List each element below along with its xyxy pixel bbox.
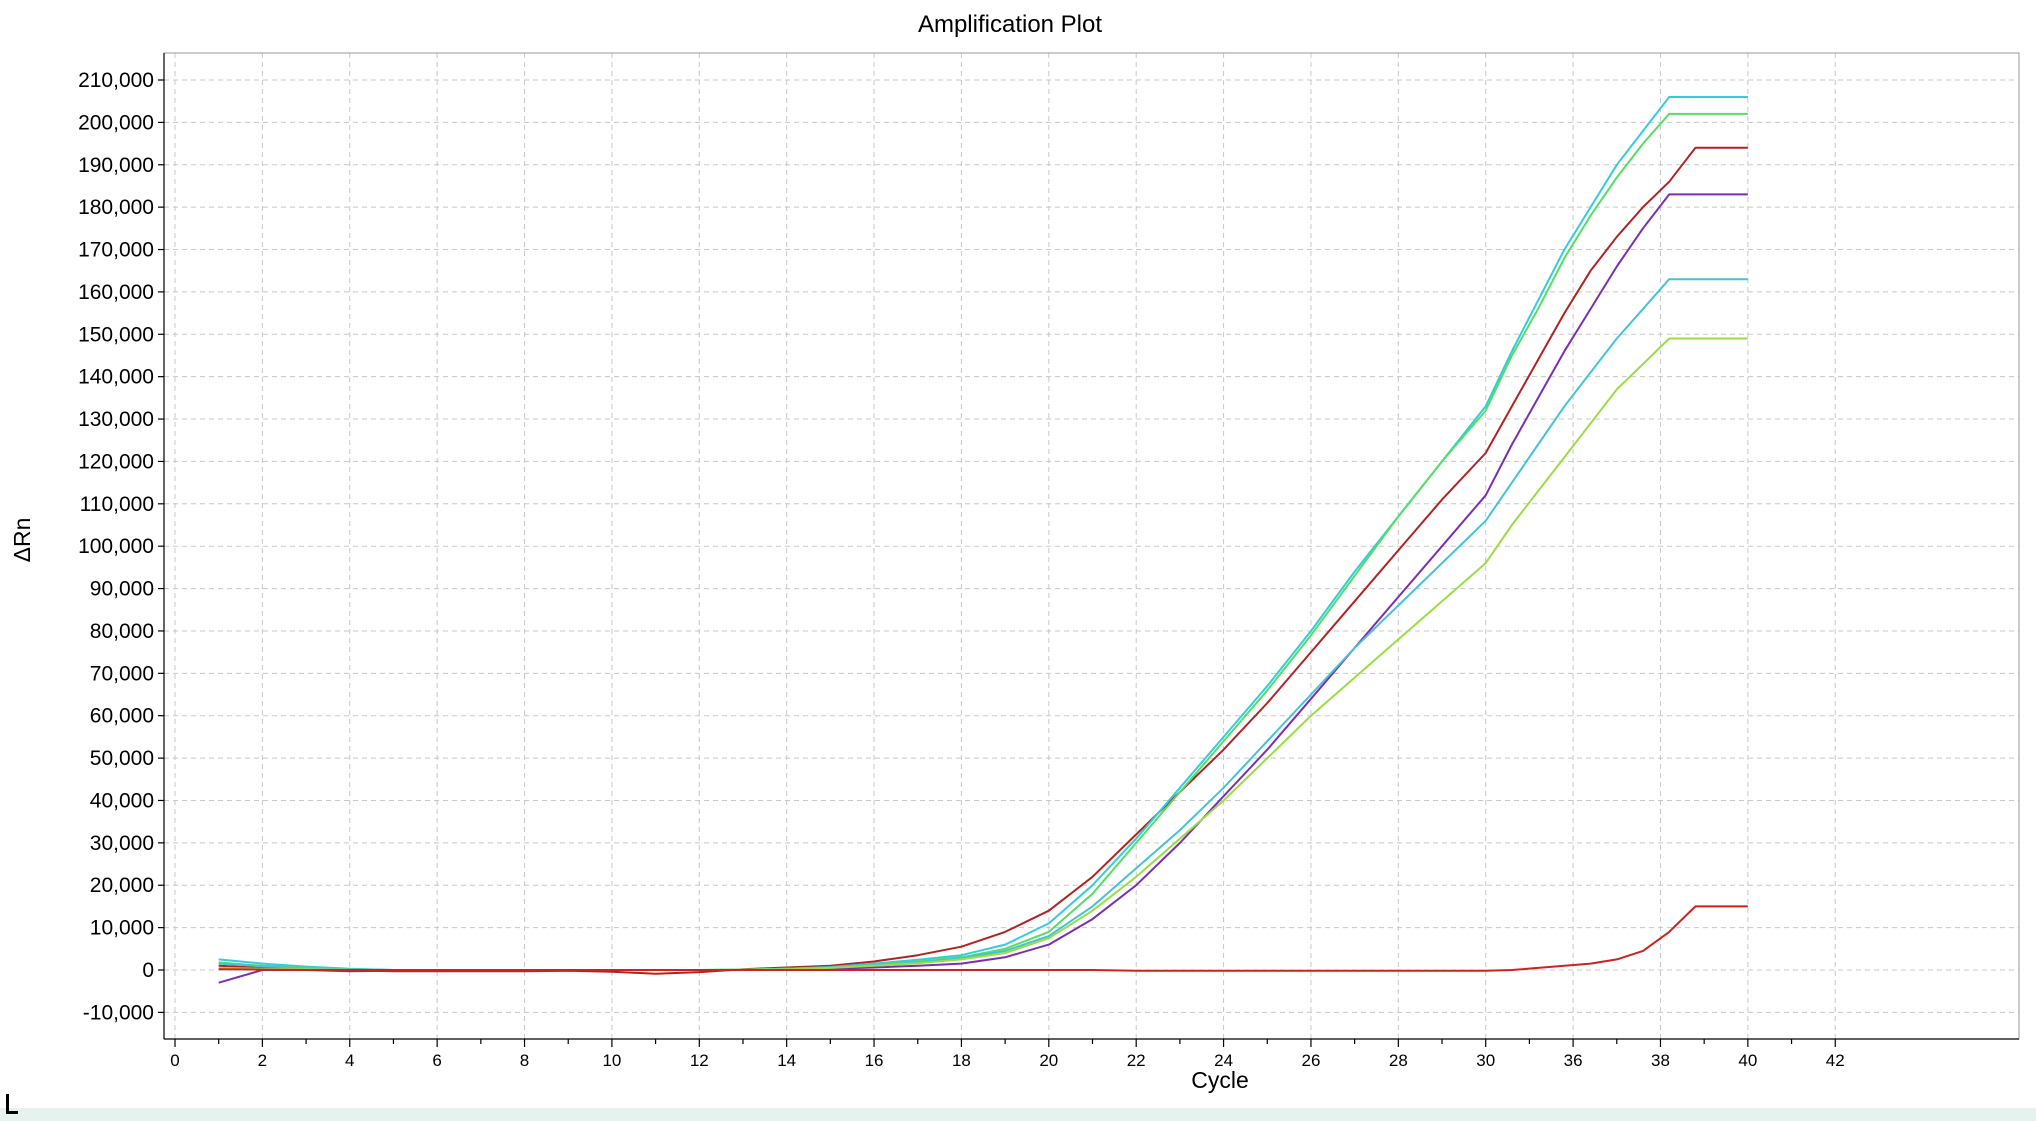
cursor-icon-foot — [6, 1111, 18, 1114]
y-tick-label: 180,000 — [78, 196, 154, 219]
x-tick-label: 14 — [777, 1051, 796, 1070]
x-tick-label: 22 — [1127, 1051, 1146, 1070]
x-tick-label: 42 — [1826, 1051, 1845, 1070]
x-axis-title: Cycle — [1191, 1067, 1249, 1093]
y-tick-label: -10,000 — [83, 1001, 154, 1024]
y-tick-label: 60,000 — [90, 705, 154, 728]
y-axis-title: ΔRn — [9, 518, 35, 563]
series-line-2 — [218, 96, 1748, 971]
x-tick-label: 38 — [1651, 1051, 1670, 1070]
x-tick-label: 10 — [602, 1051, 621, 1070]
y-tick-label: 120,000 — [78, 450, 154, 473]
x-tick-label: 16 — [865, 1051, 884, 1070]
y-tick-label: 150,000 — [78, 323, 154, 346]
y-tick-label: 200,000 — [78, 111, 154, 134]
x-tick-label: 40 — [1738, 1051, 1757, 1070]
series-line-5 — [218, 278, 1748, 971]
grid-lines — [164, 53, 2019, 1039]
y-tick-label: 50,000 — [90, 747, 154, 770]
y-tick-label: 160,000 — [78, 281, 154, 304]
y-tick-label: 70,000 — [90, 662, 154, 685]
series-lines — [218, 96, 1748, 984]
x-tick-label: 0 — [170, 1051, 179, 1070]
chart-title: Amplification Plot — [918, 11, 1102, 38]
series-line-7 — [218, 905, 1748, 972]
x-tick-label: 30 — [1476, 1051, 1495, 1070]
y-tick-label: 100,000 — [78, 535, 154, 558]
x-tick-label: 24 — [1214, 1051, 1233, 1070]
y-tick-label: 0 — [142, 959, 154, 982]
y-tick-label: 140,000 — [78, 366, 154, 389]
x-tick-label: 8 — [520, 1051, 529, 1070]
y-axis-ticks: -10,000 0 10,000 20,000 30,000 40,000 50,000 60… — [78, 69, 164, 1024]
x-tick-label: 20 — [1039, 1051, 1058, 1070]
x-tick-label: 6 — [432, 1051, 441, 1070]
x-tick-label: 26 — [1301, 1051, 1320, 1070]
x-axis-ticks: 0 2 4 6 8 10 12 14 16 18 20 22 24 26 28 30 36 38 40 42 — [170, 1039, 1845, 1070]
y-tick-label: 210,000 — [78, 69, 154, 92]
x-tick-label: 18 — [952, 1051, 971, 1070]
x-tick-label: 2 — [258, 1051, 267, 1070]
series-line-1 — [218, 146, 1748, 975]
x-tick-label: 28 — [1389, 1051, 1408, 1070]
y-tick-label: 10,000 — [90, 917, 154, 940]
cursor-icon — [6, 1094, 9, 1114]
series-line-3 — [218, 112, 1748, 971]
y-tick-label: 190,000 — [78, 154, 154, 177]
y-tick-label: 130,000 — [78, 408, 154, 431]
y-tick-label: 90,000 — [90, 578, 154, 601]
y-tick-label: 30,000 — [90, 832, 154, 855]
y-tick-label: 40,000 — [90, 789, 154, 812]
status-strip — [0, 1108, 2036, 1121]
x-tick-label: 12 — [690, 1051, 709, 1070]
x-tick-label: 36 — [1564, 1051, 1583, 1070]
y-tick-label: 80,000 — [90, 620, 154, 643]
y-tick-label: 110,000 — [80, 493, 154, 516]
x-tick-label: 4 — [345, 1051, 354, 1070]
y-tick-label: 170,000 — [78, 239, 154, 262]
y-tick-label: 20,000 — [90, 874, 154, 897]
